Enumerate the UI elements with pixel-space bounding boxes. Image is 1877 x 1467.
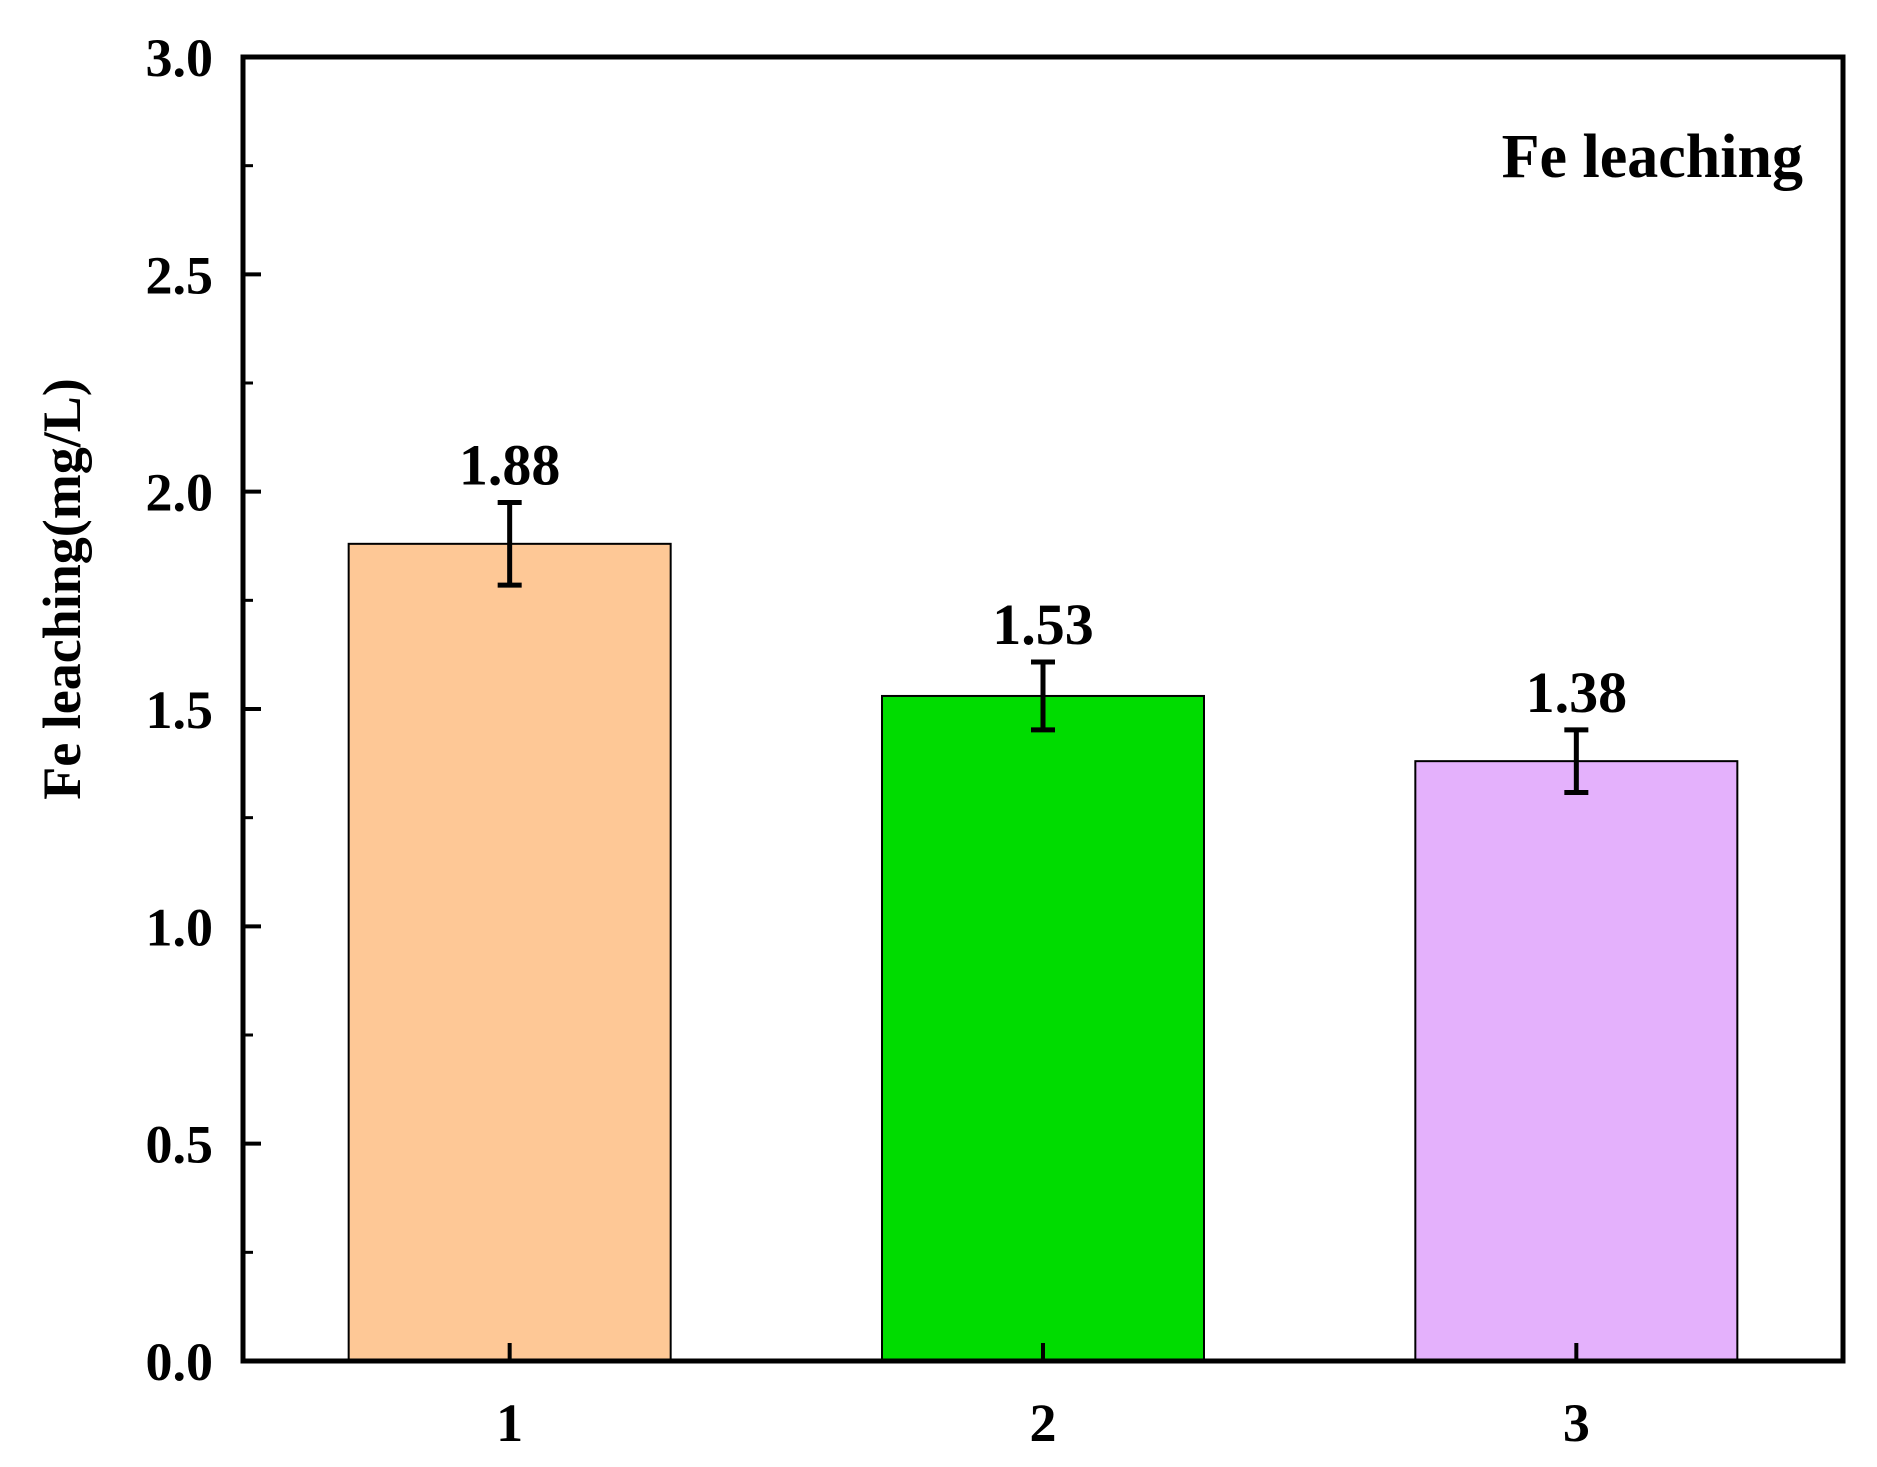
y-tick-label: 0.0: [146, 1332, 214, 1392]
x-tick-label: 1: [496, 1393, 523, 1453]
error-bar-1: [497, 500, 522, 588]
error-bar-2: [1031, 659, 1055, 733]
bar-2: [881, 694, 1205, 1362]
y-tick-label: 2.5: [146, 245, 214, 305]
y-tick-label: 3.0: [146, 28, 214, 88]
y-tick-label: 2.0: [146, 463, 214, 523]
error-bars-layer: [497, 500, 1589, 795]
x-tick-label: 2: [1030, 1393, 1057, 1453]
bar-3: [1414, 760, 1739, 1362]
value-labels-layer: 1.88 1.53 1.38: [459, 433, 1627, 725]
bar-1: [347, 542, 672, 1362]
x-tick-label: 3: [1563, 1393, 1590, 1453]
value-label-2: 1.53: [992, 592, 1094, 657]
axes-layer: 0.0 0.5 1.0 1.5 2.0 2.5 3.0 1 2 3: [146, 28, 1846, 1453]
value-label-1: 1.88: [459, 433, 561, 498]
error-bar-3: [1564, 727, 1589, 795]
chart-annotation: Fe leaching: [1502, 123, 1803, 191]
y-axis-label: Fe leaching(mg/L): [32, 378, 92, 799]
y-tick-label: 1.5: [146, 680, 214, 740]
value-label-3: 1.38: [1526, 660, 1628, 725]
y-tick-label: 1.0: [146, 897, 214, 957]
y-tick-label: 0.5: [146, 1115, 214, 1175]
